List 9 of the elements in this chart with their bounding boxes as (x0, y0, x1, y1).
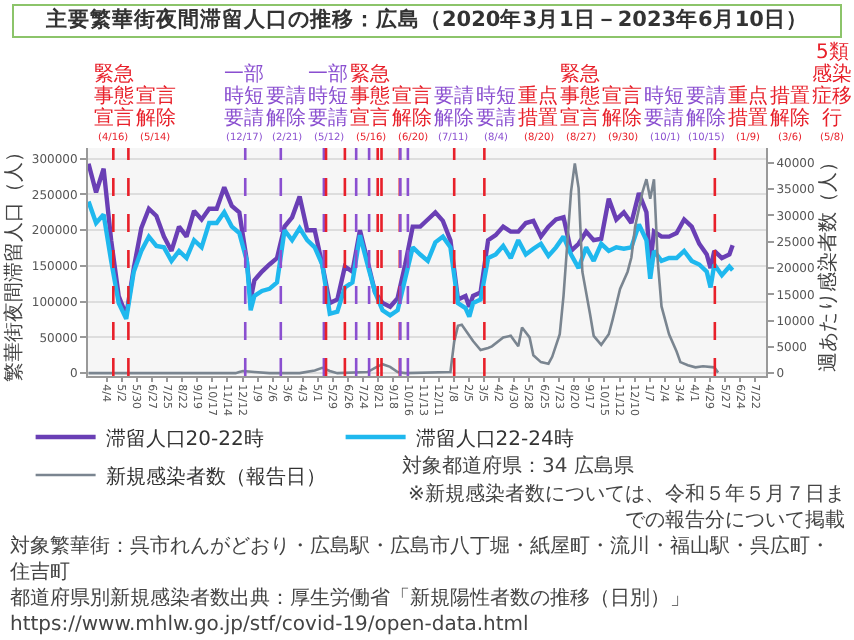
text: 対象都道府県：34 広島県 (402, 454, 634, 478)
legend-label: 滞留人口20-22時 (105, 426, 264, 451)
text: 対象繁華街：呉市れんがどおり・広島駅・広島市八丁堀・紙屋町・流川・福山駅・呉広町・住吉町 (10, 534, 830, 584)
legend-label: 滞留人口22-24時 (415, 426, 574, 451)
text: 都道府県別新規感染者数出典：厚生労働省「新規陽性者数の推移（日別）」 https://www.mhlw.go.jp/stf/covid-19/open-data.html (10, 586, 690, 636)
text: ※新規感染者数については、令和５年５月７日までの報告分について掲載 (408, 482, 845, 532)
y-axis-title: 繁華街夜間滞留人口（人） (1, 142, 26, 382)
legend-label: 新規感染者数（報告日） (105, 464, 326, 489)
y2-axis-title: 週あたり感染者数（人） (815, 152, 840, 372)
